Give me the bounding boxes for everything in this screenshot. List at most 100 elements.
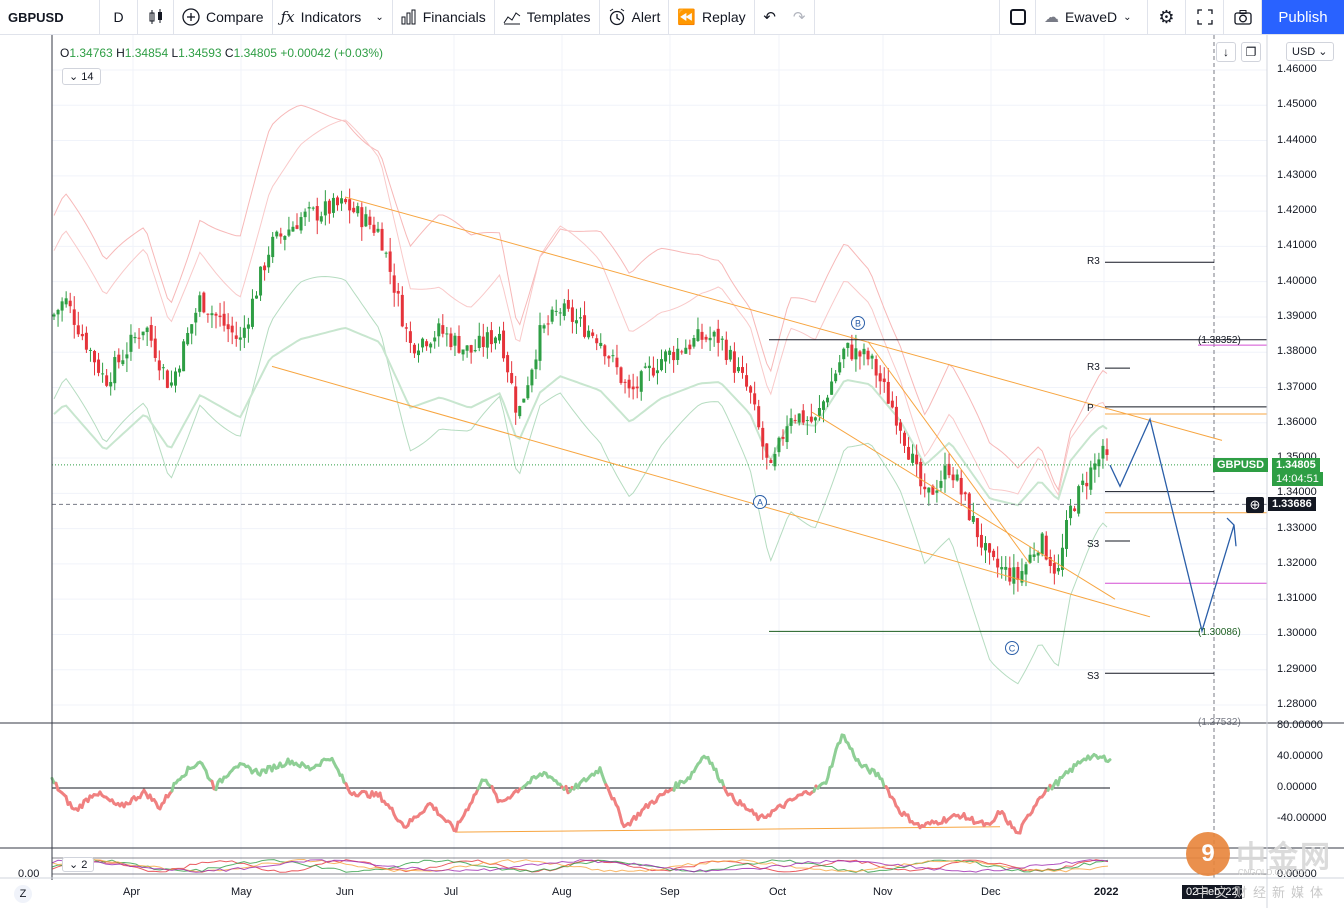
redo-button[interactable]: ↷ — [785, 0, 815, 34]
alarm-clock-icon — [608, 8, 626, 26]
publish-label: Publish — [1278, 8, 1328, 26]
alert-button[interactable]: Alert — [600, 0, 670, 34]
osc-tick: 40.00000 — [1277, 750, 1323, 762]
price-tick: 1.46000 — [1277, 63, 1317, 75]
candle-body — [728, 349, 732, 360]
level-bottom-label: (1.30086) — [1198, 627, 1241, 638]
candle-body — [481, 336, 485, 348]
chevron-down-icon[interactable]: ⌄ — [1123, 11, 1132, 23]
candle-body — [469, 345, 473, 353]
candle-body — [457, 336, 461, 353]
candle-body — [655, 370, 659, 374]
interval-button[interactable]: D — [100, 0, 138, 34]
candle-body — [927, 487, 931, 493]
candle-body — [271, 236, 275, 258]
candle-body — [769, 460, 773, 463]
candle-body — [113, 357, 117, 384]
layout-menu[interactable]: ☁ EwaveD ⌄ — [1036, 0, 1148, 34]
s3-upper-label: S3 — [1087, 539, 1100, 550]
compare-button[interactable]: Compare — [174, 0, 273, 34]
candle-body — [623, 381, 627, 383]
osc2-line — [51, 859, 1109, 873]
candle-body — [392, 275, 396, 293]
osc-tick: 80.00000 — [1277, 719, 1323, 731]
candle-body — [684, 347, 688, 354]
candle-body — [141, 331, 145, 336]
layout-toggle-button[interactable] — [999, 0, 1036, 34]
templates-icon — [503, 9, 521, 25]
candle-body — [388, 251, 392, 272]
candle-body — [1040, 533, 1044, 555]
wedge-lower — [811, 411, 1116, 600]
publish-button[interactable]: Publish — [1262, 0, 1344, 34]
candle-body — [838, 362, 842, 373]
timezone-button[interactable]: Z — [14, 885, 32, 903]
candle-body — [307, 207, 311, 209]
osc2-line — [51, 859, 1109, 873]
candle-body — [1105, 449, 1109, 455]
redo-icon: ↷ — [792, 9, 806, 26]
candle-body — [93, 350, 96, 363]
candle-body — [530, 369, 534, 386]
settings-button[interactable]: ⚙ — [1148, 0, 1186, 34]
candle-body — [749, 386, 753, 393]
last-price-tag: 1.34805 — [1272, 458, 1320, 472]
time-tick: May — [231, 886, 252, 898]
symbol-search[interactable]: GBPUSD — [0, 0, 100, 34]
replay-button[interactable]: ⏪ Replay — [669, 0, 755, 34]
low-key: L — [171, 46, 179, 60]
candle-body — [72, 309, 76, 325]
candle-body — [967, 493, 971, 521]
candle-body — [291, 226, 295, 232]
price-tick: 1.36000 — [1277, 415, 1317, 428]
templates-button[interactable]: Templates — [495, 0, 600, 34]
chevron-down-icon: ⌄ — [69, 71, 79, 83]
candle-body — [635, 386, 639, 389]
rewind-icon: ⏪ — [677, 9, 697, 26]
indicator2-length: 2 — [81, 859, 88, 871]
candle-body — [996, 558, 1000, 568]
candle-body — [631, 386, 635, 390]
candle-body — [862, 348, 866, 355]
chart-type-button[interactable] — [138, 0, 174, 34]
candle-body — [777, 437, 781, 453]
wave-b-label-circle — [851, 316, 865, 330]
fullscreen-button[interactable] — [1186, 0, 1224, 34]
candle-body — [372, 224, 376, 233]
candle-body — [190, 324, 194, 334]
scroll-down-button[interactable]: ↓ — [1216, 42, 1236, 62]
currency-select[interactable]: USD ⌄ — [1286, 42, 1334, 61]
candle-body — [88, 349, 92, 351]
candle-body — [546, 323, 550, 325]
candle-body — [429, 343, 433, 348]
candle-body — [562, 303, 566, 316]
candle-body — [368, 216, 372, 225]
snapshot-button[interactable] — [1224, 0, 1262, 34]
r3-upper-label: R3 — [1087, 256, 1100, 267]
maximize-pane-button[interactable]: ❐ — [1241, 42, 1261, 62]
indicators-button[interactable]: ƒx Indicators ⌄ — [273, 0, 393, 34]
candle-body — [323, 201, 327, 216]
wave-a-label-circle — [753, 495, 767, 509]
price-tick: 1.42000 — [1277, 204, 1317, 217]
candle-body — [939, 481, 943, 488]
candle-body — [672, 351, 676, 361]
wedge-upper — [867, 341, 1031, 565]
high-key: H — [116, 46, 125, 60]
candle-body — [639, 371, 643, 392]
chevron-down-icon[interactable]: ⌄ — [375, 11, 384, 23]
candle-body — [275, 231, 279, 237]
candle-body — [522, 398, 526, 403]
candle-body — [279, 233, 283, 237]
level-top-label: (1.38352) — [1198, 335, 1241, 346]
osc-tick: -40.00000 — [1277, 812, 1327, 824]
financials-button[interactable]: Financials — [393, 0, 495, 34]
indicator-collapse[interactable]: ⌄ 14 — [62, 68, 101, 85]
add-alert-plus-icon[interactable]: ⊕ — [1246, 497, 1264, 513]
candle-body — [453, 335, 457, 346]
undo-button[interactable]: ↶ — [755, 0, 785, 34]
indicator2-collapse[interactable]: ⌄ 2 — [62, 857, 95, 872]
candle-body — [1020, 571, 1024, 583]
candle-body — [664, 351, 668, 362]
